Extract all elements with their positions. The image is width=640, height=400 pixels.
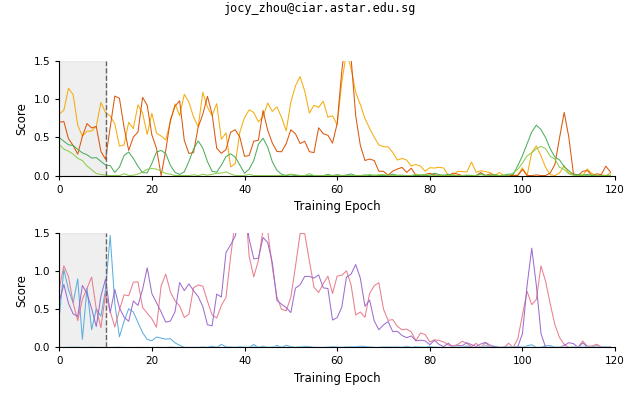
X-axis label: Training Epoch: Training Epoch: [294, 372, 380, 385]
Bar: [60, 61, 106, 176]
Bar: [60, 233, 106, 348]
Text: jocy_zhou@ciar.astar.edu.sg: jocy_zhou@ciar.astar.edu.sg: [224, 2, 416, 15]
X-axis label: Training Epoch: Training Epoch: [294, 200, 380, 213]
Y-axis label: Score: Score: [15, 274, 28, 306]
Y-axis label: Score: Score: [15, 102, 28, 135]
